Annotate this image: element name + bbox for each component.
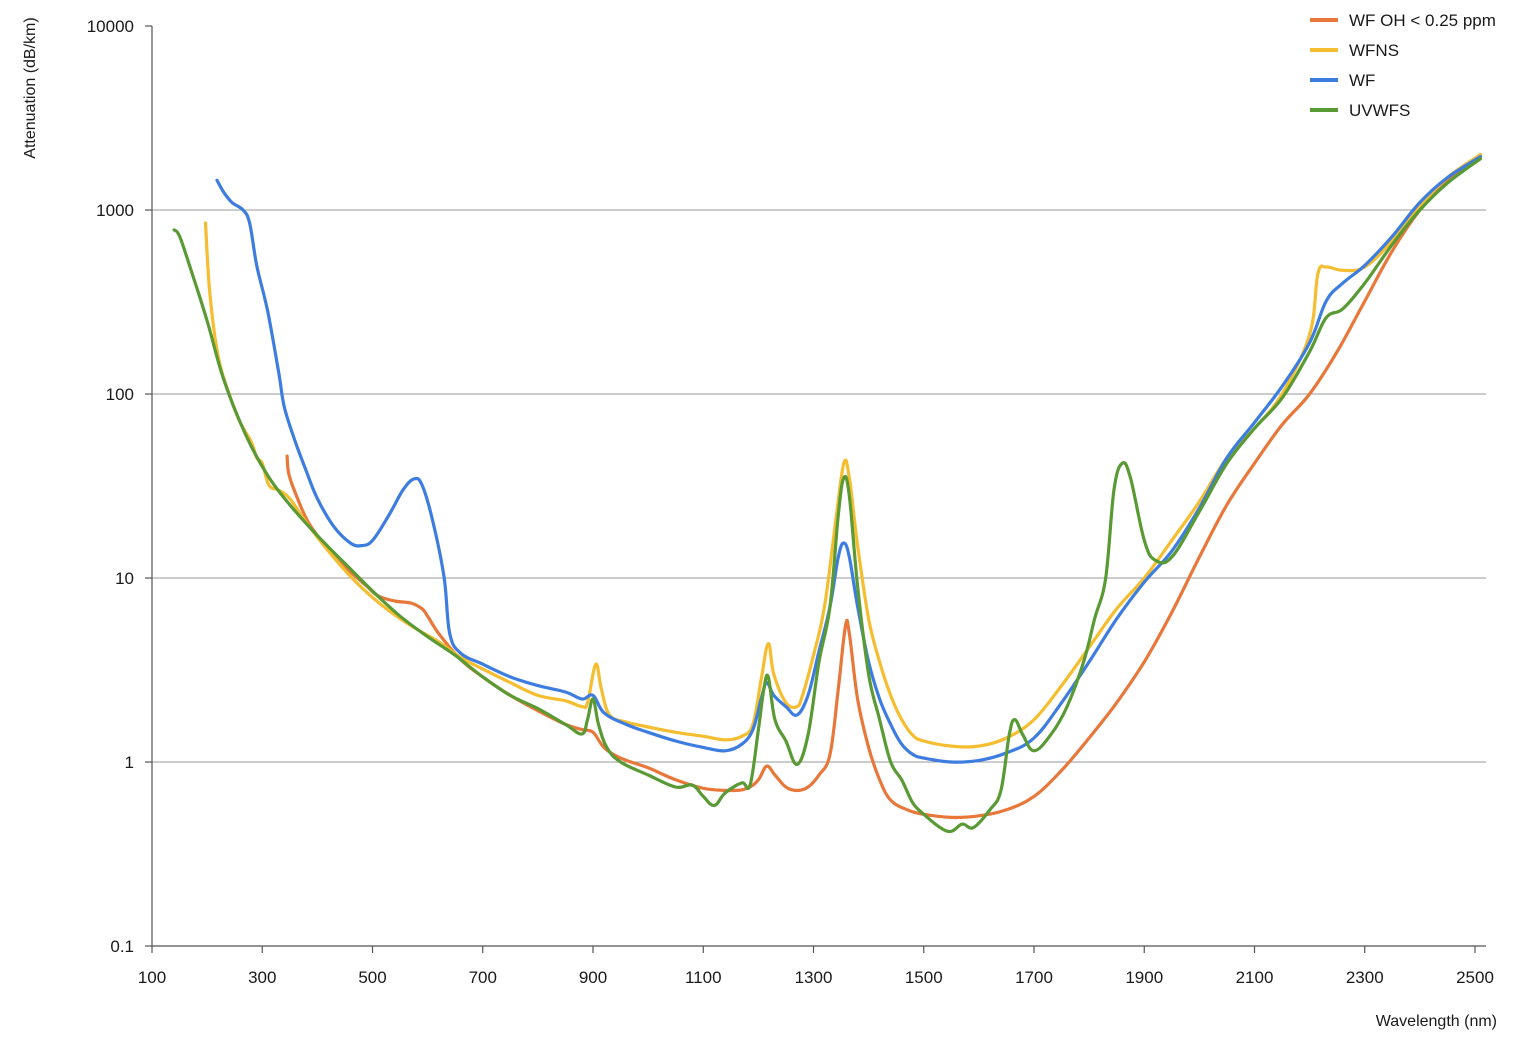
series-lines: [172, 153, 1483, 834]
y-tick-label-4: 1000: [96, 201, 134, 220]
series-line-wf: [215, 155, 1483, 764]
x-axis-title: Wavelength (nm): [1376, 1013, 1497, 1030]
gridlines: [152, 209, 1486, 763]
legend-label-wfns: WFNS: [1349, 41, 1399, 60]
axes: [151, 26, 1486, 947]
y-axis-ticks: 0.1 1 10 100 1000 10000: [87, 17, 152, 956]
x-tick-label-6: 1300: [795, 968, 833, 987]
legend-label-wf-oh-0-25-ppm: WF OH < 0.25 ppm: [1349, 11, 1496, 30]
x-tick-label-11: 2300: [1346, 968, 1384, 987]
x-axis-ticks: 100 300 500 700 900 1100 1300 1500 1700 1900 2100 2…: [138, 946, 1494, 987]
x-tick-label-12: 2500: [1456, 968, 1494, 987]
x-tick-label-7: 1500: [905, 968, 943, 987]
x-tick-label-10: 2100: [1236, 968, 1274, 987]
y-tick-label-3: 100: [106, 385, 134, 404]
x-tick-label-1: 300: [248, 968, 276, 987]
y-tick-label-1: 1: [125, 753, 134, 772]
x-tick-label-4: 900: [579, 968, 607, 987]
series-line-wfns: [203, 153, 1483, 749]
y-tick-label-2: 10: [115, 569, 134, 588]
x-tick-label-9: 1900: [1125, 968, 1163, 987]
x-tick-label-0: 100: [138, 968, 166, 987]
y-axis-title: Attenuation (dB/km): [22, 17, 39, 158]
legend-label-uvwfs: UVWFS: [1349, 101, 1410, 120]
legend-label-wf: WF: [1349, 71, 1375, 90]
x-tick-label-2: 500: [358, 968, 386, 987]
x-tick-label-3: 700: [469, 968, 497, 987]
series-line-uvwfs: [172, 157, 1483, 834]
y-tick-label-0: 0.1: [110, 937, 134, 956]
series-line-wf-oh-0-25-ppm: [285, 155, 1483, 820]
legend: WF OH < 0.25 ppm WFNS WF UVWFS: [1310, 11, 1496, 120]
x-tick-label-5: 1100: [685, 968, 722, 987]
y-tick-label-5: 10000: [87, 17, 134, 36]
x-tick-label-8: 1700: [1015, 968, 1053, 987]
